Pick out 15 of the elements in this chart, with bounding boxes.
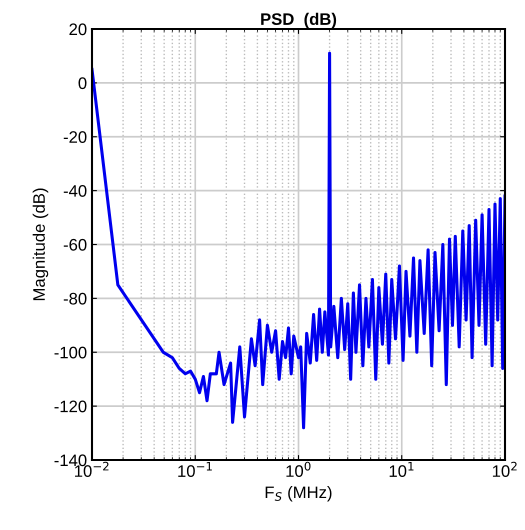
- x-tick-label: 10$^{0}$: [286, 462, 311, 477]
- y-tick-label: -120: [54, 400, 86, 412]
- y-tick-label: -20: [64, 131, 86, 143]
- y-tick-label: -80: [64, 292, 86, 305]
- chart-title: PSD (dB): [261, 12, 336, 28]
- y-tick-label: -40: [64, 185, 86, 197]
- x-axis-title: F$_{S}$ (MHz): [266, 486, 332, 502]
- y-tick-label: 0: [78, 77, 86, 90]
- y-tick-label: -60: [64, 238, 86, 251]
- x-tick-label: 10$^{−1}$: [178, 462, 212, 477]
- y-tick-label: 20: [69, 23, 86, 36]
- y-tick-label: -100: [54, 346, 86, 358]
- x-tick-label: 10$^{1}$: [390, 462, 414, 477]
- y-axis-title: Magnitude (dB): [32, 188, 48, 300]
- x-tick-label: 10$^{2}$: [492, 462, 517, 477]
